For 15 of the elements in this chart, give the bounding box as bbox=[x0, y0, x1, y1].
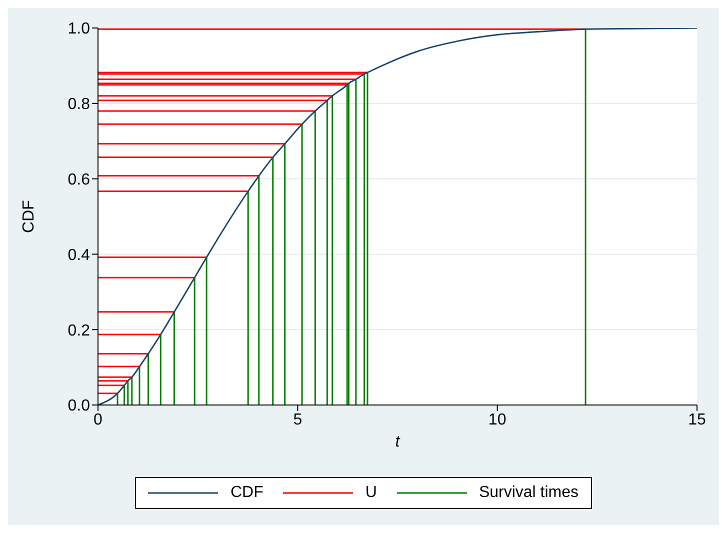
y-tick-label: 0.4 bbox=[68, 246, 90, 264]
legend-label: CDF bbox=[230, 484, 264, 502]
y-tick-label: 0.2 bbox=[68, 322, 90, 340]
y-tick-label: 0.0 bbox=[68, 398, 90, 415]
x-tick-label: 5 bbox=[293, 411, 302, 428]
legend-label: Survival times bbox=[478, 484, 579, 502]
x-tick-label: 0 bbox=[94, 411, 103, 428]
legend-label: U bbox=[365, 484, 377, 502]
y-tick-label: 1.0 bbox=[68, 20, 90, 38]
x-tick-label: 15 bbox=[688, 411, 706, 428]
x-axis-title: t bbox=[395, 433, 400, 450]
y-tick-label: 0.8 bbox=[68, 96, 90, 114]
x-tick-label: 10 bbox=[488, 411, 506, 428]
y-tick-label: 0.6 bbox=[68, 171, 90, 188]
y-axis-title: CDF bbox=[20, 200, 38, 233]
